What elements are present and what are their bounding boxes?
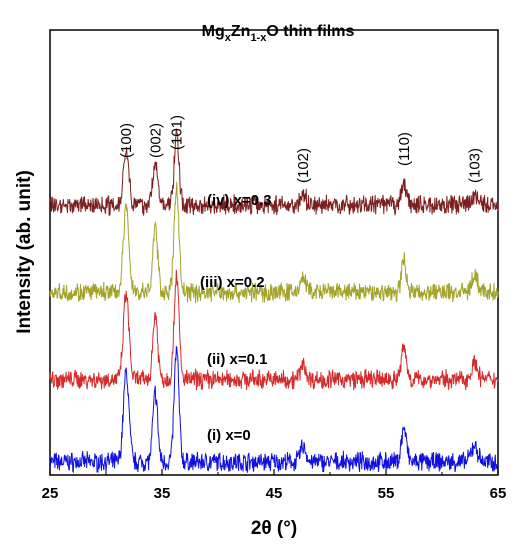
x-tick-label-1: 25 (42, 485, 59, 502)
peak-label-3: (101) (169, 115, 186, 150)
x-axis-ticks: 25 35 45 55 65 (42, 469, 507, 502)
y-axis-title: Intensity (ab. unit) (14, 170, 35, 334)
series-label-2: (ii) x=0.1 (207, 351, 267, 368)
plot-frame (49, 29, 499, 476)
peak-label-1: (100) (118, 123, 135, 158)
series-line-1 (49, 345, 499, 474)
peak-label-6: (103) (467, 148, 484, 183)
series-labels: (i) x=0 (ii) x=0.1 (iii) x=0.2 (iv) x=0.3 (200, 192, 272, 444)
chart-title: MgxZn1-xO thin films (202, 23, 355, 44)
series-label-1: (i) x=0 (207, 427, 251, 444)
x-tick-label-4: 55 (378, 485, 395, 502)
series-group (49, 128, 499, 474)
peak-label-4: (102) (295, 148, 312, 183)
x-tick-label-5: 65 (490, 485, 507, 502)
x-tick-label-3: 45 (266, 485, 283, 502)
series-line-4 (49, 128, 499, 216)
series-line-3 (49, 181, 499, 304)
series-line-2 (49, 269, 499, 391)
peak-labels: (100) (002) (101) (102) (110) (103) (118, 115, 483, 183)
series-label-4: (iv) x=0.3 (207, 192, 272, 209)
peak-label-2: (002) (147, 123, 164, 158)
x-axis-title: 2θ (°) (251, 518, 297, 539)
x-tick-label-2: 35 (154, 485, 171, 502)
peak-label-5: (110) (396, 132, 413, 166)
series-label-3: (iii) x=0.2 (200, 274, 265, 291)
